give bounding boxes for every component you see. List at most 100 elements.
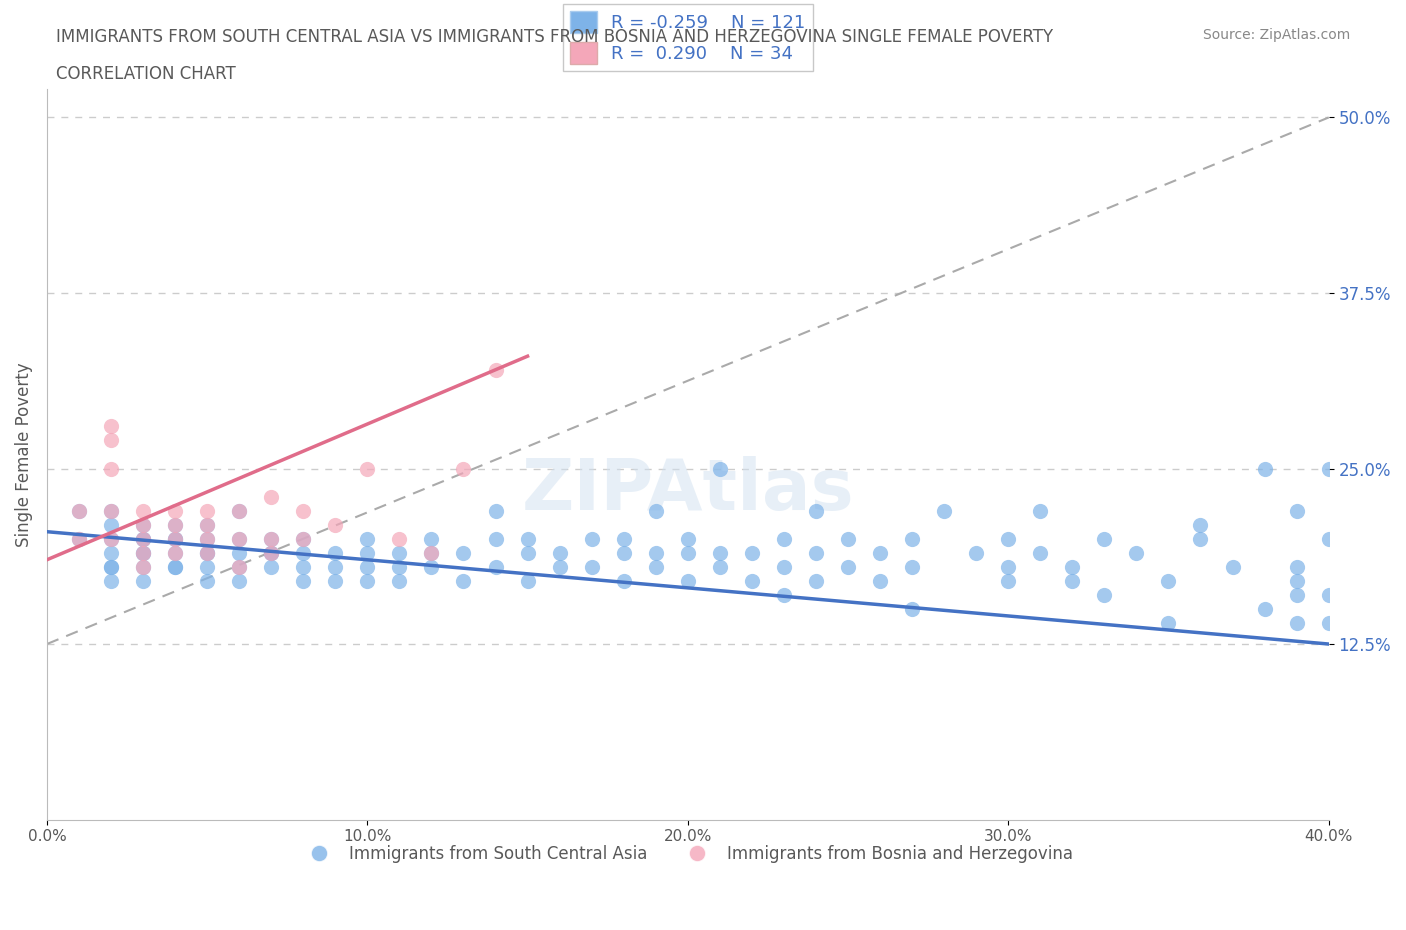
Point: [548, 559, 571, 574]
Point: [100, 545, 122, 560]
Point: [676, 531, 699, 546]
Point: [195, 545, 218, 560]
Point: [420, 545, 443, 560]
Point: [132, 531, 155, 546]
Point: [741, 574, 763, 589]
Point: [292, 531, 315, 546]
Point: [260, 531, 283, 546]
Point: [388, 574, 411, 589]
Point: [1285, 574, 1308, 589]
Point: [773, 531, 796, 546]
Point: [292, 531, 315, 546]
Point: [1029, 503, 1052, 518]
Point: [1285, 616, 1308, 631]
Point: [869, 545, 891, 560]
Point: [901, 602, 924, 617]
Point: [132, 503, 155, 518]
Point: [548, 545, 571, 560]
Point: [100, 503, 122, 518]
Point: [323, 517, 346, 532]
Point: [228, 531, 250, 546]
Point: [132, 517, 155, 532]
Point: [1317, 461, 1340, 476]
Point: [644, 559, 666, 574]
Point: [388, 531, 411, 546]
Point: [581, 531, 603, 546]
Legend: Immigrants from South Central Asia, Immigrants from Bosnia and Herzegovina: Immigrants from South Central Asia, Immi…: [295, 838, 1080, 870]
Point: [484, 503, 506, 518]
Point: [100, 418, 122, 433]
Point: [292, 574, 315, 589]
Point: [901, 559, 924, 574]
Point: [804, 574, 827, 589]
Point: [100, 433, 122, 448]
Point: [356, 461, 378, 476]
Point: [292, 545, 315, 560]
Point: [453, 574, 475, 589]
Point: [613, 545, 636, 560]
Point: [260, 545, 283, 560]
Point: [869, 574, 891, 589]
Point: [901, 531, 924, 546]
Point: [100, 559, 122, 574]
Point: [484, 363, 506, 378]
Point: [837, 531, 859, 546]
Point: [195, 545, 218, 560]
Point: [709, 545, 731, 560]
Point: [195, 545, 218, 560]
Point: [132, 545, 155, 560]
Point: [165, 559, 187, 574]
Point: [195, 517, 218, 532]
Point: [1253, 461, 1275, 476]
Point: [228, 559, 250, 574]
Text: CORRELATION CHART: CORRELATION CHART: [56, 65, 236, 83]
Point: [676, 545, 699, 560]
Point: [228, 545, 250, 560]
Text: Source: ZipAtlas.com: Source: ZipAtlas.com: [1202, 28, 1350, 42]
Point: [453, 461, 475, 476]
Text: ZIPAtlas: ZIPAtlas: [522, 457, 853, 525]
Point: [676, 574, 699, 589]
Point: [132, 517, 155, 532]
Point: [420, 559, 443, 574]
Point: [165, 503, 187, 518]
Point: [132, 531, 155, 546]
Point: [228, 503, 250, 518]
Point: [1285, 503, 1308, 518]
Point: [228, 531, 250, 546]
Point: [132, 545, 155, 560]
Point: [165, 531, 187, 546]
Point: [195, 574, 218, 589]
Point: [323, 545, 346, 560]
Point: [484, 531, 506, 546]
Point: [1189, 517, 1212, 532]
Point: [260, 545, 283, 560]
Point: [165, 517, 187, 532]
Point: [453, 545, 475, 560]
Point: [613, 574, 636, 589]
Point: [132, 559, 155, 574]
Point: [67, 531, 90, 546]
Point: [804, 545, 827, 560]
Point: [100, 531, 122, 546]
Point: [516, 545, 538, 560]
Text: IMMIGRANTS FROM SOUTH CENTRAL ASIA VS IMMIGRANTS FROM BOSNIA AND HERZEGOVINA SIN: IMMIGRANTS FROM SOUTH CENTRAL ASIA VS IM…: [56, 28, 1053, 46]
Point: [516, 531, 538, 546]
Point: [323, 559, 346, 574]
Point: [356, 545, 378, 560]
Point: [1157, 616, 1180, 631]
Point: [644, 545, 666, 560]
Point: [1029, 545, 1052, 560]
Point: [420, 531, 443, 546]
Point: [228, 559, 250, 574]
Point: [388, 545, 411, 560]
Point: [356, 531, 378, 546]
Point: [67, 503, 90, 518]
Point: [323, 574, 346, 589]
Point: [228, 503, 250, 518]
Point: [997, 559, 1019, 574]
Point: [165, 559, 187, 574]
Point: [484, 559, 506, 574]
Point: [741, 545, 763, 560]
Point: [1092, 588, 1115, 603]
